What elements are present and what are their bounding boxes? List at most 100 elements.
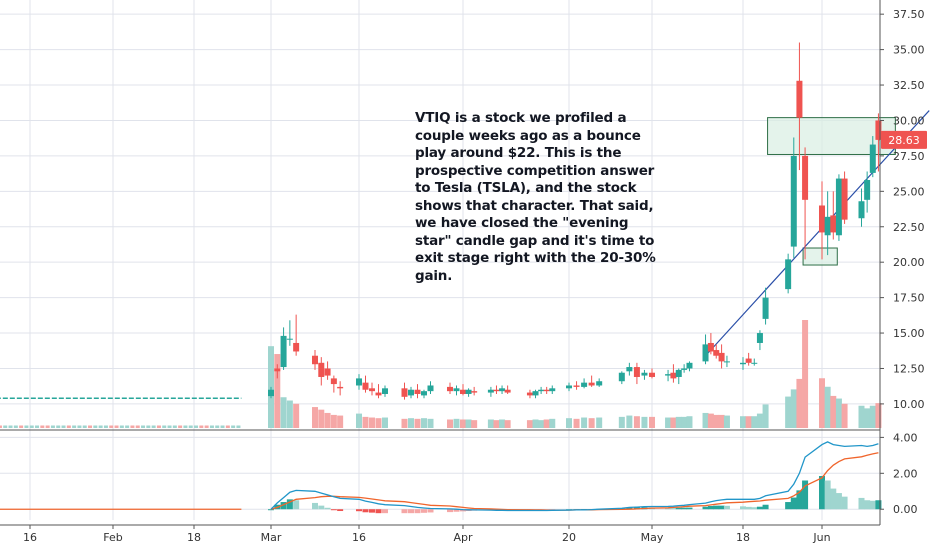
volume-bar	[487, 419, 494, 428]
flat-volume-bar	[109, 425, 114, 428]
macd-histogram-bar	[324, 507, 331, 510]
macd-histogram-bar	[875, 500, 882, 510]
candle-body	[362, 382, 369, 390]
candle-body	[408, 389, 414, 396]
flat-price-segment	[0, 397, 242, 428]
volume-bar	[819, 378, 825, 428]
price-tick-label: 35.00	[893, 44, 925, 57]
candle-body	[499, 388, 506, 392]
volume-bar	[526, 420, 533, 428]
volume-bar	[337, 415, 344, 428]
macd-signal-line	[270, 452, 879, 511]
flat-volume-bar	[88, 425, 93, 428]
flat-volume-bar	[45, 425, 50, 428]
macd-tick-label: 2.00	[893, 467, 918, 480]
macd-histogram-bar	[713, 505, 720, 510]
flat-volume-bar	[72, 425, 77, 428]
candle-body	[790, 155, 797, 247]
last-price-badge	[881, 130, 927, 149]
price-tick-label: 17.50	[893, 292, 925, 305]
candle-body	[324, 368, 331, 376]
candle-body	[566, 385, 572, 389]
volume-bar	[633, 416, 640, 428]
flat-volume-bar	[167, 425, 172, 428]
date-tick-label: 18	[736, 531, 750, 544]
macd-histogram-bar	[268, 509, 274, 511]
macd-histogram-bar	[830, 488, 837, 510]
flat-volume-bar	[77, 425, 82, 428]
flat-volume-bar	[204, 425, 209, 428]
candle-body	[312, 355, 318, 365]
macd-histogram-bar	[785, 502, 792, 510]
candle-body	[681, 368, 688, 370]
volume-bar	[499, 419, 506, 428]
volume-bar	[707, 413, 714, 428]
macd-histogram-bar	[718, 505, 725, 510]
volume-bar	[745, 416, 752, 428]
macd-histogram-bar	[751, 507, 758, 510]
candle-body	[796, 80, 803, 118]
flat-volume-bar	[29, 425, 34, 428]
flat-volume-bar	[183, 425, 188, 428]
macd-histogram-bar	[626, 507, 633, 510]
flat-volume-bar	[188, 425, 193, 428]
volume-bar	[356, 413, 362, 428]
flat-volume-bar	[3, 425, 8, 428]
macd-tick-label: 4.00	[893, 431, 918, 444]
candle-body	[802, 155, 809, 200]
flat-volume-bar	[141, 425, 146, 428]
price-tick-label: 27.50	[893, 150, 925, 163]
volume-bar	[681, 416, 688, 428]
flat-volume-bar	[61, 425, 66, 428]
candle-body	[447, 386, 453, 392]
flat-volume-bar	[156, 425, 161, 428]
macd-panel	[0, 441, 882, 514]
volume-bar	[751, 416, 758, 428]
flat-volume-bar	[0, 425, 2, 428]
volume-bar	[573, 418, 580, 428]
flat-volume-bar	[236, 425, 241, 428]
date-tick-label: Feb	[103, 531, 122, 544]
volume-bar	[858, 405, 865, 428]
macd-histogram-bar	[864, 500, 871, 510]
macd-histogram-bar	[665, 507, 672, 510]
macd-histogram-bar	[453, 509, 460, 512]
macd-histogram-bar	[686, 507, 693, 510]
price-tick-label: 25.00	[893, 185, 925, 198]
volume-bar	[686, 416, 693, 428]
date-tick-label: 18	[187, 531, 201, 544]
macd-line	[270, 441, 879, 512]
volume-bar	[618, 416, 625, 428]
volume-bar	[756, 413, 763, 428]
flat-volume-bar	[19, 425, 24, 428]
macd-histogram-bar	[318, 505, 325, 510]
last-price-label: 28.63	[888, 134, 920, 147]
volume-bar	[471, 420, 478, 428]
price-tick-label: 10.00	[893, 398, 925, 411]
price-tick-label: 12.50	[893, 362, 925, 375]
candle-body	[532, 391, 539, 396]
volume-bar	[802, 320, 809, 428]
volume-bar	[869, 405, 876, 428]
macd-histogram-bar	[447, 509, 453, 513]
candle-body	[538, 389, 545, 392]
volume-bar	[566, 418, 572, 428]
flat-volume-bar	[24, 425, 29, 428]
flat-volume-bar	[151, 425, 156, 428]
macd-histogram-bar	[670, 507, 677, 510]
volume-bar	[427, 418, 434, 428]
price-tick-label: 30.00	[893, 114, 925, 127]
volume-bar	[626, 415, 633, 428]
candle-body	[293, 342, 300, 352]
volume-bar	[641, 416, 648, 428]
volume-bar	[549, 418, 556, 428]
volume-bar	[312, 407, 318, 428]
macd-histogram-bar	[796, 490, 803, 510]
macd-histogram-bar	[819, 476, 825, 510]
candle-body	[581, 382, 588, 387]
volume-bar	[504, 420, 511, 428]
candle-body	[875, 120, 882, 140]
macd-histogram-bar	[858, 497, 865, 510]
macd-histogram-bar	[790, 497, 797, 510]
